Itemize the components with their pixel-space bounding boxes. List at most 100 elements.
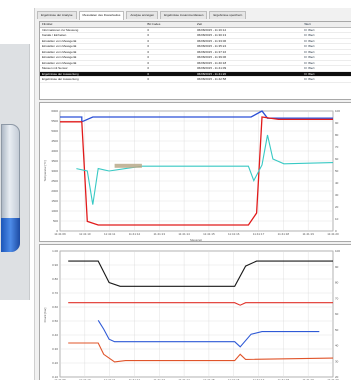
y-tick-label: 2500 bbox=[51, 179, 58, 183]
table-cell: Ergebnisse der Auswertung bbox=[42, 71, 79, 76]
series-blue bbox=[60, 110, 333, 123]
table-row[interactable]: Messen mit Sensor 0 06/08/2015 - 11:41:09 D… bbox=[40, 66, 351, 72]
device-image bbox=[0, 0, 30, 380]
column-header[interactable]: Bit Codes bbox=[147, 22, 161, 26]
sample-liquid bbox=[1, 218, 20, 252]
x-tick-label: 11:41:17 bbox=[253, 232, 265, 236]
y-tick-label: 3000 bbox=[51, 169, 58, 173]
y2-tick-label: 30 bbox=[335, 359, 339, 363]
table-row[interactable]: Kanäle / Einheiten 0 06/08/2015 - 11:30:13… bbox=[40, 33, 351, 39]
y2-tick-label: 100 bbox=[335, 249, 340, 253]
table-cell: 0 bbox=[147, 33, 149, 37]
tab-show-analysis[interactable]: Analyse anzeigen bbox=[126, 11, 159, 19]
y-tick-label: 1000 bbox=[51, 209, 58, 213]
series-blue bbox=[97, 320, 320, 348]
table-row[interactable]: Einstellen vom Messgerät 0 06/08/2015 - 11… bbox=[40, 38, 351, 44]
y-tick-label: 500 bbox=[53, 219, 58, 223]
y-axis-label: Druck [bar] bbox=[43, 307, 47, 322]
y-tick-label: 0.60 bbox=[52, 305, 58, 309]
y2-tick-label: 100 bbox=[335, 109, 340, 113]
table-cell: 0 bbox=[147, 55, 149, 59]
table-cell: Einstellen vom Messgerät bbox=[42, 60, 77, 65]
table-row[interactable]: Informationen zur Messung 0 06/08/2015 - 1… bbox=[40, 27, 351, 33]
y2-tick-label: 60 bbox=[335, 157, 339, 161]
column-header[interactable]: Filmtitel bbox=[42, 22, 53, 26]
table-cell: Messen mit Sensor bbox=[42, 66, 68, 70]
table-row[interactable]: Einstellen vom Messgerät 0 06/08/2015 - 11… bbox=[40, 49, 351, 55]
table-cell: Einstellen vom Messgerät bbox=[42, 55, 77, 59]
pressure-chart-canvas: 1.00 0.90 0.80 0.70 0.60 0.50 0.40 0.30 0.20 0.10… bbox=[43, 249, 340, 380]
y-tick-label: 0.90 bbox=[52, 263, 58, 267]
table-body: Informationen zur Messung 0 06/08/2015 - 1… bbox=[40, 28, 351, 83]
y2-tick-label: 20 bbox=[335, 205, 339, 209]
table-row[interactable]: Einstellen vom Messgerät 0 06/08/2015 - 11… bbox=[40, 60, 351, 66]
table-row[interactable]: Ergebnisse der Auswertung 0 06/08/2015 - 1… bbox=[40, 71, 351, 77]
x-axis-label: Messzeit bbox=[190, 238, 202, 242]
y-tick-label: 0 bbox=[56, 229, 58, 233]
table-cell: 0 bbox=[147, 60, 149, 65]
table-cell: D: Wert bbox=[304, 71, 315, 76]
y-tick-label: 6000 bbox=[51, 109, 58, 113]
y-tick-label: 5500 bbox=[51, 119, 58, 123]
column-header[interactable]: Zeit bbox=[197, 22, 203, 26]
table-cell: 0 bbox=[147, 71, 149, 76]
x-tick-label: 11:41:20 bbox=[327, 232, 339, 236]
table-cell: 0 bbox=[147, 77, 149, 81]
y-tick-label: 0.40 bbox=[52, 333, 58, 337]
table-cell: Kanäle / Einheiten bbox=[42, 33, 67, 37]
table-row[interactable]: Einstellen vom Messgerät 0 06/08/2015 - 11… bbox=[40, 44, 351, 50]
table-cell: 06/08/2015 - 11:42:58 bbox=[197, 77, 227, 81]
series-black bbox=[68, 260, 333, 287]
y2-tick-label: 20 bbox=[335, 375, 339, 379]
y2-tick-label: 40 bbox=[335, 181, 339, 185]
y2-tick-label: 70 bbox=[335, 296, 339, 300]
x-tick-label: 11:41:09 bbox=[54, 232, 66, 236]
table-cell: Ergebnisse der Auswertung bbox=[42, 77, 79, 81]
table-cell: 0 bbox=[147, 66, 149, 70]
series-orange bbox=[68, 342, 334, 363]
table-row[interactable]: Einstellen vom Messgerät 0 06/08/2015 - 11… bbox=[40, 55, 351, 61]
x-tick-label: 11:41:11 bbox=[104, 378, 116, 380]
column-header[interactable]: Wert bbox=[304, 22, 311, 26]
x-tick-label: 11:41:09 bbox=[54, 378, 66, 380]
highlight-segment bbox=[114, 163, 142, 168]
x-tick-label: 11:41:10 bbox=[79, 232, 91, 236]
x-tick-label: 11:41:17 bbox=[253, 378, 265, 380]
table-cell: Einstellen vom Messgerät bbox=[42, 49, 77, 54]
y-tick-label: 0.20 bbox=[52, 361, 58, 365]
y-tick-label: 3500 bbox=[51, 159, 58, 163]
table-cell: D: Wert bbox=[304, 49, 315, 54]
table-cell: 06/08/2015 - 11:41:20 bbox=[197, 71, 227, 76]
table-cell: 0 bbox=[147, 27, 149, 32]
y-axis-label: Temperatur [°C] bbox=[43, 160, 47, 181]
series-red bbox=[68, 302, 333, 306]
tab-summarize[interactable]: Ergebnisse zusammenfassen bbox=[160, 11, 208, 19]
y2-tick-label: 10 bbox=[335, 217, 339, 221]
app-window: Ergebnisse der Analyse Messdaten des Dos… bbox=[34, 8, 351, 380]
y-tick-label: 1500 bbox=[51, 199, 58, 203]
x-tick-label: 11:41:12 bbox=[129, 232, 141, 236]
table-cell: Informationen zur Messung bbox=[42, 27, 79, 32]
table-header: Filmtitel Bit Codes Zeit Wert bbox=[40, 22, 351, 28]
y-tick-label: 2000 bbox=[51, 189, 58, 193]
x-tick-label: 11:41:10 bbox=[79, 378, 91, 380]
table-cell: 06/08/2015 - 11:35:24 bbox=[197, 44, 227, 48]
table-cell: D: Wert bbox=[304, 77, 315, 81]
table-cell: 0 bbox=[147, 44, 149, 48]
x-tick-label: 11:41:14 bbox=[178, 378, 190, 380]
table-cell: D: Wert bbox=[304, 33, 315, 37]
y2-tick-label: 90 bbox=[335, 265, 339, 269]
tab-bar: Ergebnisse der Analyse Messdaten des Dos… bbox=[37, 11, 351, 20]
tab-save[interactable]: Ergebnisse speichern bbox=[209, 11, 247, 19]
table-cell: 06/08/2015 - 11:37:16 bbox=[197, 49, 227, 54]
y2-tick-label: 30 bbox=[335, 193, 339, 197]
series-cyan bbox=[76, 134, 334, 205]
table-cell: Einstellen vom Messgerät bbox=[42, 38, 77, 43]
table-cell: D: Wert bbox=[304, 60, 315, 65]
x-tick-label: 11:41:18 bbox=[278, 232, 290, 236]
tab-results[interactable]: Ergebnisse der Analyse bbox=[37, 11, 77, 19]
tab-measurement-data[interactable]: Messdaten des Dosierlaufes bbox=[78, 11, 125, 20]
table-cell: 06/08/2015 - 11:41:09 bbox=[197, 66, 227, 70]
table-row[interactable]: Ergebnisse der Auswertung 0 06/08/2015 - 1… bbox=[40, 77, 351, 83]
x-tick-label: 11:41:16 bbox=[228, 378, 240, 380]
